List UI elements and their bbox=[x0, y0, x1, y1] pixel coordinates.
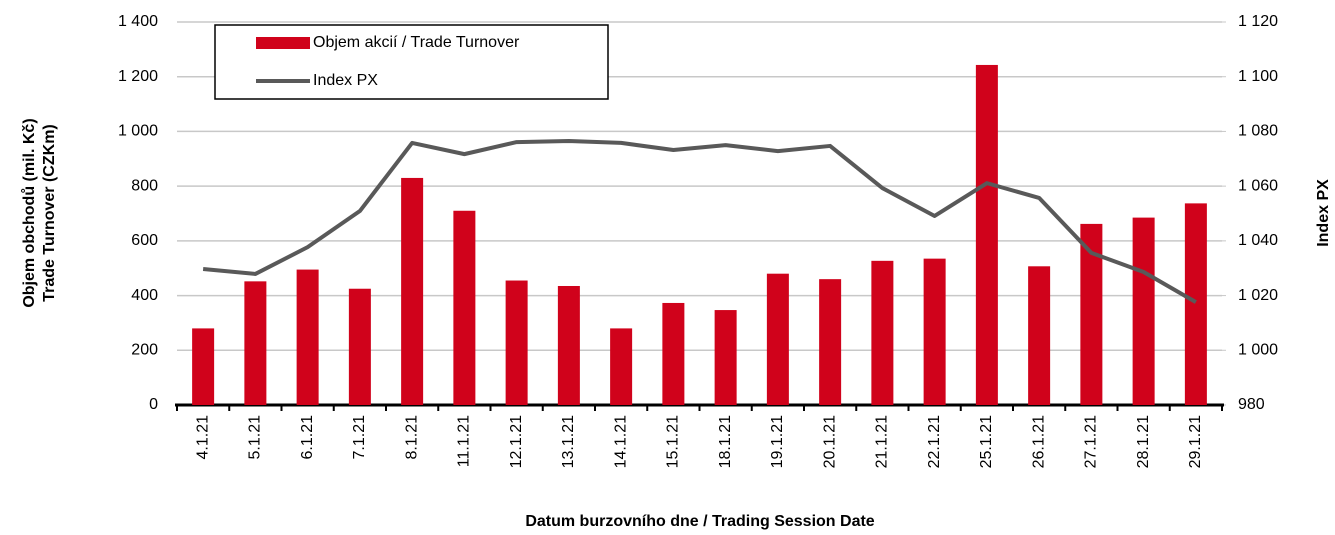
y-tick-label: 400 bbox=[131, 287, 158, 304]
bar bbox=[766, 273, 789, 405]
bar bbox=[662, 302, 685, 405]
x-tick-label: 20.1.21 bbox=[821, 415, 838, 468]
legend-label: Objem akcií / Trade Turnover bbox=[313, 34, 520, 51]
x-tick-label: 13.1.21 bbox=[560, 415, 577, 468]
y2-tick-label: 1 000 bbox=[1238, 342, 1278, 359]
bar bbox=[1184, 203, 1207, 405]
x-tick-label: 6.1.21 bbox=[299, 415, 316, 460]
y-tick-label: 0 bbox=[149, 396, 158, 413]
y2-tick-label: 1 060 bbox=[1238, 177, 1278, 194]
x-tick-label: 25.1.21 bbox=[978, 415, 995, 468]
y-tick-label: 600 bbox=[131, 232, 158, 249]
y-tick-label: 1 200 bbox=[118, 68, 158, 85]
legend-swatch bbox=[256, 37, 310, 49]
legend: Objem akcií / Trade Turnover Index PX bbox=[214, 24, 609, 100]
x-tick-label: 4.1.21 bbox=[194, 415, 211, 460]
bar bbox=[975, 64, 998, 405]
marks bbox=[192, 64, 1207, 405]
line bbox=[202, 139, 1197, 304]
x-tick-label: 19.1.21 bbox=[769, 415, 786, 468]
bar bbox=[244, 281, 267, 405]
bar bbox=[192, 328, 215, 405]
x-tick-label: 22.1.21 bbox=[926, 415, 943, 468]
y2-axis-title: Index PX bbox=[1315, 179, 1332, 247]
bar bbox=[714, 310, 737, 405]
x-tick-label: 12.1.21 bbox=[508, 415, 525, 468]
x-tick-label: 7.1.21 bbox=[351, 415, 368, 460]
x-axis-title: Datum burzovního dne / Trading Session D… bbox=[525, 513, 874, 530]
x-tick-label: 21.1.21 bbox=[874, 415, 891, 468]
y2-tick-label: 1 080 bbox=[1238, 123, 1278, 140]
bar bbox=[453, 210, 476, 405]
bar bbox=[348, 288, 371, 405]
x-tick-label: 5.1.21 bbox=[247, 415, 264, 460]
bar bbox=[505, 280, 528, 405]
x-tick-label: 11.1.21 bbox=[456, 415, 473, 467]
y2-tick-label: 1 020 bbox=[1238, 287, 1278, 304]
x-tick-label: 28.1.21 bbox=[1135, 415, 1152, 468]
bar bbox=[1080, 223, 1103, 405]
y-axis-title: Trade Turnover (CZKm) bbox=[41, 124, 58, 302]
bar bbox=[610, 328, 633, 405]
x-tick-label: 14.1.21 bbox=[612, 415, 629, 468]
y-tick-label: 800 bbox=[131, 177, 158, 194]
legend-label: Index PX bbox=[313, 72, 378, 89]
y2-tick-label: 1 120 bbox=[1238, 13, 1278, 30]
bar bbox=[819, 279, 842, 405]
labels: 0 200 400 600 800 1 000 1 200 1 400 980 1 000 1 02… bbox=[118, 13, 1278, 468]
x-tick-label: 18.1.21 bbox=[717, 415, 734, 468]
x-tick-label: 27.1.21 bbox=[1083, 415, 1100, 468]
y2-tick-label: 1 100 bbox=[1238, 68, 1278, 85]
bar bbox=[557, 285, 580, 405]
x-tick-label: 15.1.21 bbox=[665, 415, 682, 468]
bar bbox=[923, 258, 946, 405]
y2-tick-label: 980 bbox=[1238, 396, 1265, 413]
y2-tick-label: 1 040 bbox=[1238, 232, 1278, 249]
x-tick-label: 29.1.21 bbox=[1187, 415, 1204, 468]
bar bbox=[296, 269, 319, 405]
x-tick-label: 8.1.21 bbox=[403, 415, 420, 460]
bar bbox=[1028, 266, 1051, 405]
y-tick-label: 1 000 bbox=[118, 123, 158, 140]
y-tick-label: 200 bbox=[131, 342, 158, 359]
x-tick-label: 26.1.21 bbox=[1030, 415, 1047, 468]
bar bbox=[871, 260, 894, 405]
bar bbox=[1132, 217, 1155, 405]
bar bbox=[401, 177, 424, 405]
y-axis-title: Objem obchodů (mil. Kč) bbox=[21, 118, 38, 307]
y-tick-label: 1 400 bbox=[118, 13, 158, 30]
